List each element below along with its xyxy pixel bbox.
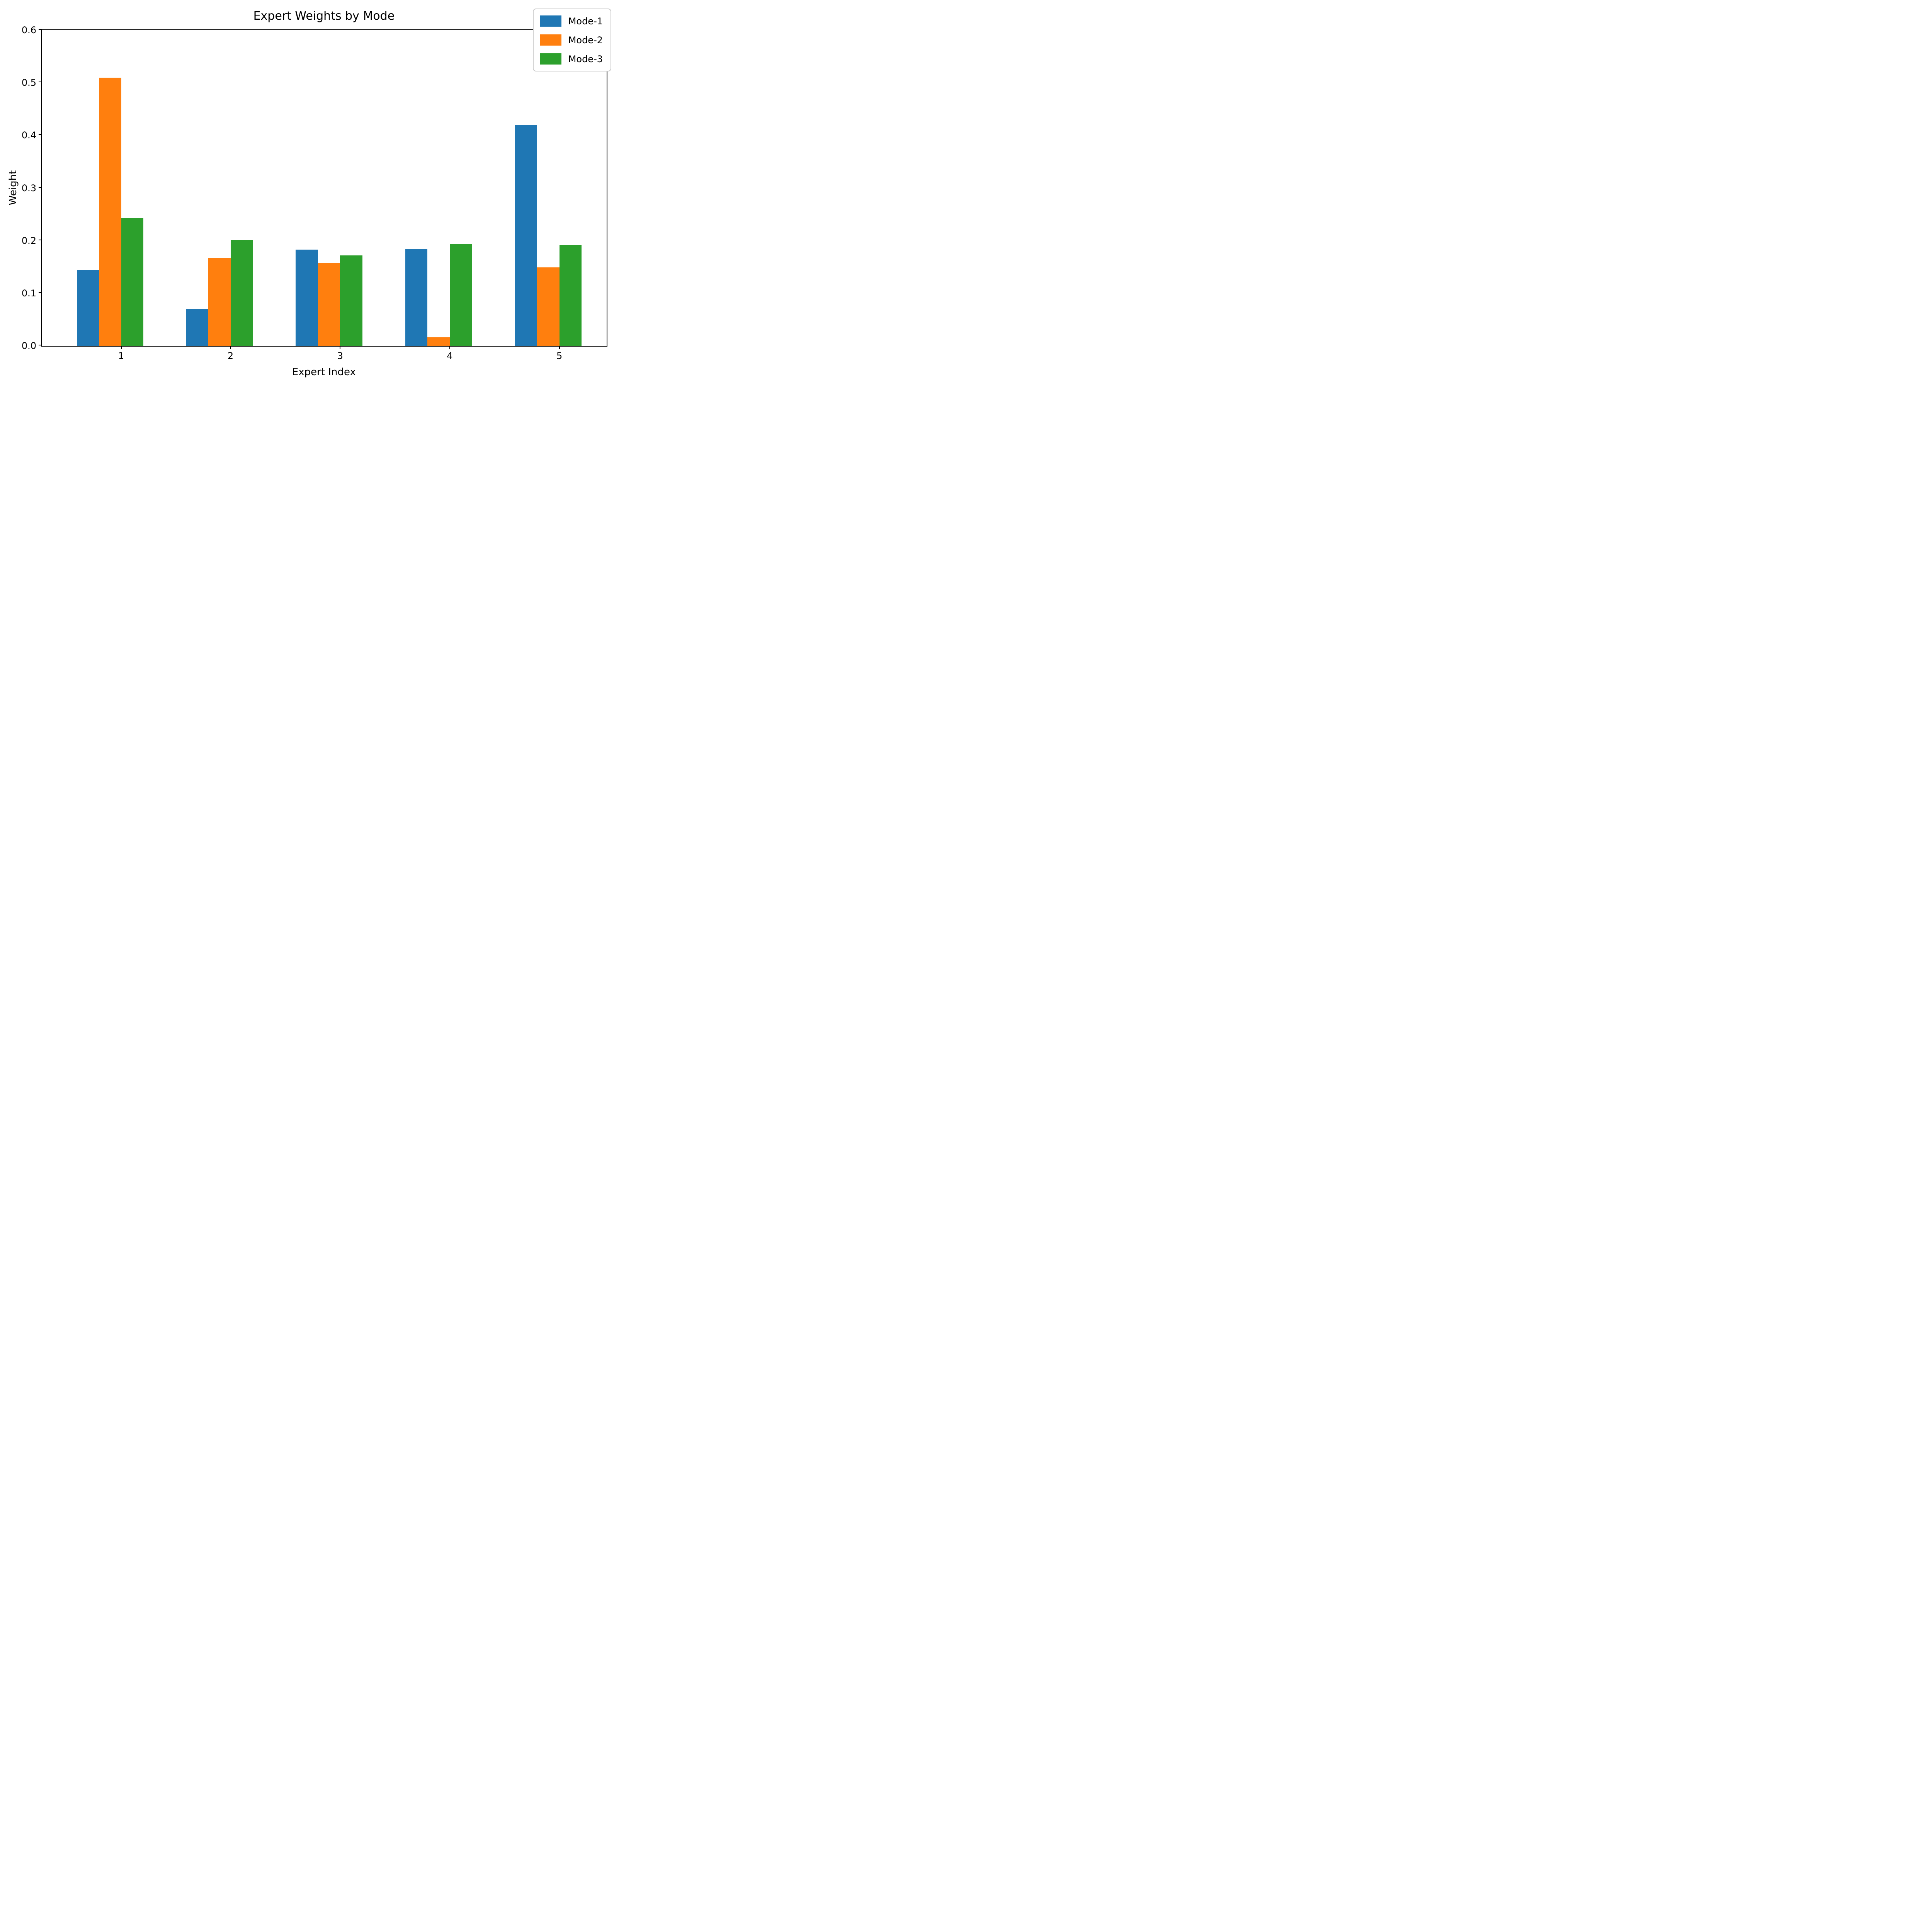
bar-mode-2-expert-3: [318, 262, 340, 346]
bar-mode-1-expert-2: [186, 309, 209, 346]
bar-mode-3-expert-2: [230, 240, 253, 346]
bar-mode-2-expert-2: [208, 258, 231, 346]
legend-row: Mode-1: [539, 15, 603, 27]
legend-row: Mode-3: [539, 53, 603, 65]
y-tick-label: 0.2: [21, 235, 37, 246]
y-tick-label: 0.4: [21, 130, 37, 141]
bar-mode-2-expert-1: [99, 77, 121, 346]
x-tick-label: 2: [227, 350, 234, 361]
bar-mode-1-expert-3: [296, 249, 318, 346]
y-tick-label: 0.6: [21, 25, 37, 36]
legend-label: Mode-3: [568, 53, 603, 65]
y-tick: [39, 187, 42, 188]
y-tick-label: 0.3: [21, 182, 37, 194]
plot-area: 0.0 0.1 0.2 0.3 0.4 0.5 0.6 1 2 3 4 5: [22, 26, 608, 361]
y-tick-label: 0.5: [21, 77, 37, 88]
x-tick: [121, 346, 122, 349]
legend-swatch-mode-3: [539, 53, 561, 65]
x-tick-label: 5: [556, 350, 563, 361]
x-tick-label: 3: [337, 350, 343, 361]
bar-mode-3-expert-4: [449, 243, 472, 346]
bar-mode-2-expert-5: [537, 267, 560, 346]
bar-mode-2-expert-4: [427, 337, 450, 346]
bar-mode-1-expert-5: [515, 125, 537, 346]
x-tick: [449, 346, 450, 349]
y-tick: [39, 292, 42, 293]
legend-label: Mode-2: [568, 34, 603, 46]
figure: Expert Weights by Mode 0.0 0.1 0.2 0.3 0.4 0.…: [0, 0, 618, 386]
legend-label: Mode-1: [568, 15, 603, 27]
x-axis-label: Expert Index: [292, 366, 356, 378]
y-tick: [39, 134, 42, 135]
bar-mode-3-expert-1: [121, 218, 143, 346]
y-tick: [39, 29, 42, 30]
bar-mode-3-expert-5: [559, 245, 582, 346]
chart-title: Expert Weights by Mode: [253, 9, 395, 23]
x-tick: [230, 346, 231, 349]
bar-mode-3-expert-3: [340, 255, 362, 346]
legend: Mode-1 Mode-2 Mode-3: [532, 9, 611, 71]
y-tick-label: 0.0: [21, 340, 37, 351]
bar-mode-1-expert-1: [77, 269, 99, 346]
legend-row: Mode-2: [539, 34, 603, 46]
y-axis-label: Weight: [7, 170, 19, 206]
x-tick-label: 1: [118, 350, 124, 361]
y-tick-label: 0.1: [21, 287, 37, 299]
x-tick: [559, 346, 560, 349]
x-tick-label: 4: [447, 350, 453, 361]
bar-mode-1-expert-4: [405, 249, 428, 346]
legend-swatch-mode-1: [539, 15, 561, 27]
legend-swatch-mode-2: [539, 34, 561, 46]
